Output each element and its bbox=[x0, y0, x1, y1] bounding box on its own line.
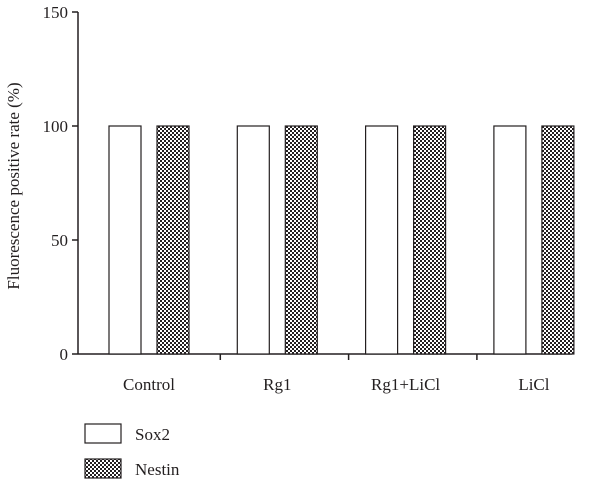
bar-sox2-rg1 bbox=[236, 125, 270, 355]
x-tick-label: Rg1+LiCl bbox=[371, 375, 440, 394]
legend: Sox2 Nestin bbox=[84, 423, 180, 479]
x-tick-label: Control bbox=[123, 375, 175, 394]
bar-sox2-rg1-licl bbox=[365, 125, 399, 355]
legend-swatch-nestin bbox=[84, 458, 122, 479]
legend-label-nestin: Nestin bbox=[135, 460, 180, 479]
bars-group bbox=[108, 125, 575, 355]
x-axis: Control Rg1 Rg1+LiCl LiCl bbox=[78, 353, 572, 394]
y-tick-label: 50 bbox=[51, 231, 68, 250]
y-tick-label: 150 bbox=[43, 3, 69, 22]
x-tick-label: LiCl bbox=[518, 375, 549, 394]
y-tick-label: 0 bbox=[60, 345, 69, 364]
bar-nestin-rg1-licl bbox=[413, 125, 447, 355]
y-tick-label: 100 bbox=[43, 117, 69, 136]
y-axis-label: Fluorescence positive rate (%) bbox=[4, 82, 23, 289]
bar-nestin-licl bbox=[541, 125, 575, 355]
x-tick-label: Rg1 bbox=[263, 375, 291, 394]
bar-sox2-control bbox=[108, 125, 142, 355]
bar-nestin-control bbox=[156, 125, 190, 355]
legend-label-sox2: Sox2 bbox=[135, 425, 170, 444]
bar-sox2-licl bbox=[493, 125, 527, 355]
bar-nestin-rg1 bbox=[284, 125, 318, 355]
legend-swatch-sox2 bbox=[84, 423, 122, 444]
y-axis: 0 50 100 150 bbox=[43, 3, 79, 364]
